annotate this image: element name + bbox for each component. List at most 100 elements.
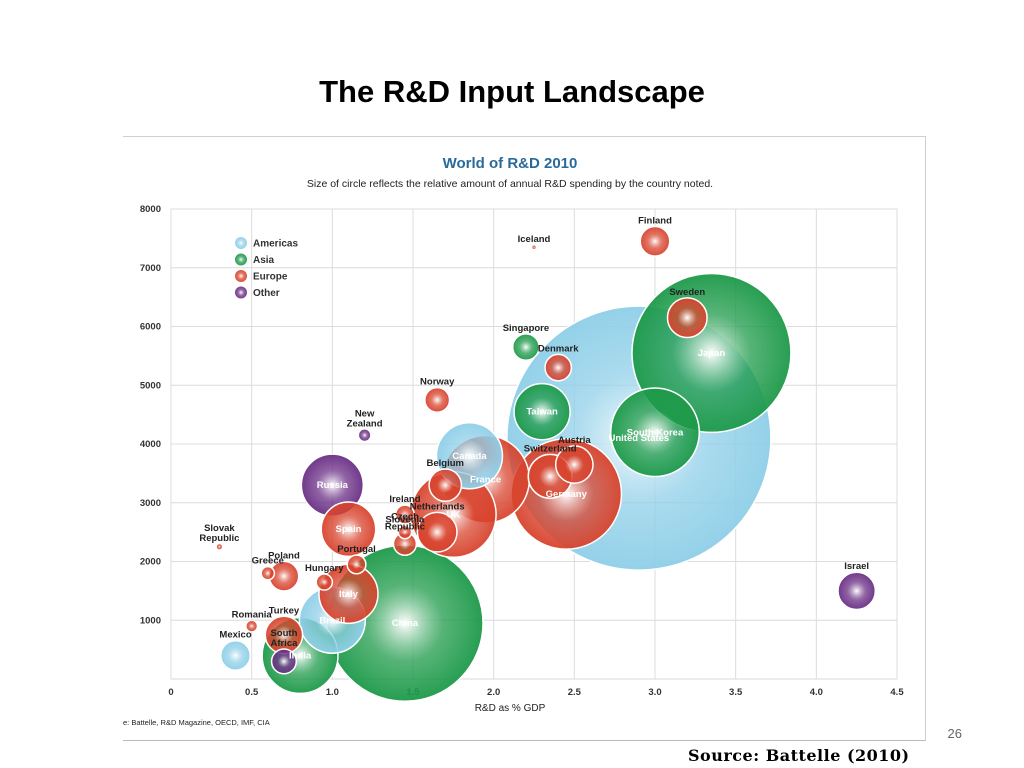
legend-marker-asia (234, 252, 248, 267)
bubble-ireland (394, 504, 416, 525)
chart-panel: World of R&D 2010 Size of circle reflect… (123, 136, 926, 741)
bubble-south-africa (270, 648, 298, 675)
bubble-belgium (428, 468, 463, 503)
label-taiwan: Taiwan (526, 407, 558, 418)
x-tick-label: 0 (168, 687, 173, 698)
bubble-new-zealand (358, 428, 371, 442)
bubble-iceland (531, 244, 537, 250)
label-denmark: Denmark (538, 343, 579, 354)
label-south-africa: South (270, 628, 297, 639)
label-finland: Finland (638, 216, 672, 227)
label-france: France (470, 474, 501, 485)
label-belgium: Belgium (427, 458, 464, 469)
x-tick-label: 1.0 (326, 687, 339, 698)
label-russia: Russia (317, 480, 349, 491)
y-tick-label: 3000 (140, 498, 161, 509)
y-tick-label: 6000 (140, 322, 161, 333)
label-italy: Italy (339, 589, 359, 600)
label-czech-republic: Republic (385, 521, 425, 532)
bubble-spain (320, 501, 377, 558)
legend-label-europe: Europe (253, 272, 288, 283)
x-tick-label: 4.0 (810, 687, 823, 698)
y-tick-label: 7000 (140, 263, 161, 274)
label-norway: Norway (420, 377, 455, 388)
bubble-singapore (511, 333, 540, 362)
legend-marker-europe (234, 269, 248, 283)
y-tick-label: 4000 (140, 439, 161, 450)
y-tick-label: 2000 (140, 557, 161, 568)
label-singapore: Singapore (503, 323, 549, 334)
bubble-south-korea (609, 387, 701, 478)
label-slovak-republic: Slovak (204, 523, 235, 534)
bubble-israel (837, 571, 877, 611)
label-czech-republic: Czech (391, 511, 419, 522)
legend-label-asia: Asia (253, 255, 275, 266)
label-israel: Israel (844, 561, 869, 572)
label-uk: UK (446, 510, 460, 521)
label-romania: Romania (232, 610, 273, 621)
axes: 00.51.01.52.02.53.03.54.04.5100020003000… (140, 204, 904, 698)
label-ireland: Ireland (389, 494, 420, 505)
label-hungary: Hungary (305, 563, 344, 574)
label-iceland: Iceland (518, 234, 551, 245)
label-united-states: United States (609, 433, 670, 444)
data-labels: United States China Japan Germany France UK So… (199, 216, 869, 662)
label-new-zealand: New (355, 408, 375, 419)
y-tick-label: 1000 (140, 615, 161, 626)
bubble-denmark (544, 353, 573, 382)
bubble-greece (260, 565, 276, 581)
label-new-zealand: Zealand (347, 418, 383, 429)
legend-label-other: Other (253, 288, 280, 299)
label-portugal: Portugal (337, 544, 376, 555)
label-mexico: Mexico (219, 630, 251, 641)
slide-title: The R&D Input Landscape (319, 74, 705, 109)
legend: Americas Asia Europe Other (234, 236, 298, 300)
legend-marker-americas (234, 236, 248, 250)
bubble-slovak-republic (216, 543, 223, 551)
bubble-norway (424, 386, 451, 414)
label-spain: Spain (336, 524, 362, 535)
label-slovenia: Slovenia (385, 515, 425, 526)
y-tick-label: 5000 (140, 380, 161, 391)
y-tick-label: 8000 (140, 204, 161, 215)
chart-title: World of R&D 2010 (443, 155, 578, 172)
page-number: 26 (947, 726, 962, 741)
label-austria: Austria (558, 435, 591, 446)
x-tick-label: 0.5 (245, 687, 259, 698)
x-tick-label: 2.5 (568, 687, 582, 698)
bubble-mexico (220, 639, 252, 672)
label-switzerland: Switzerland (524, 443, 577, 454)
chart-subtitle: Size of circle reflects the relative amo… (307, 178, 713, 190)
bubble-portugal (346, 554, 367, 575)
legend-marker-other (234, 285, 248, 300)
x-tick-label: 4.5 (890, 687, 904, 698)
label-china: China (392, 618, 419, 629)
label-greece: Greece (252, 556, 284, 567)
x-tick-label: 3.5 (729, 687, 743, 698)
x-tick-label: 2.0 (487, 687, 500, 698)
bubble-austria (554, 445, 594, 484)
bubble-taiwan (513, 382, 571, 441)
footnote: e: Battelle, R&D Magazine, OECD, IMF, CI… (123, 718, 270, 727)
bubble-sweden (666, 297, 708, 339)
legend-label-americas: Americas (253, 239, 298, 250)
bubble-netherlands (416, 511, 458, 553)
bubble-hungary (315, 573, 334, 591)
label-brazil: Brazil (319, 615, 345, 626)
source-note: Source: Battelle (2010) (688, 746, 910, 765)
label-south-africa: Africa (270, 638, 298, 649)
label-turkey: Turkey (269, 605, 300, 616)
x-tick-label: 3.0 (648, 687, 661, 698)
label-slovak-republic: Republic (199, 533, 239, 544)
label-india: India (289, 651, 312, 662)
bubble-chart: World of R&D 2010 Size of circle reflect… (123, 155, 904, 727)
label-canada: Canada (452, 451, 487, 462)
bubble-slovenia (397, 524, 413, 540)
x-axis-label: R&D as % GDP (475, 703, 546, 714)
bubble-finland (639, 225, 671, 257)
label-netherlands: Netherlands (410, 501, 465, 512)
label-germany: Germany (546, 489, 588, 500)
bubble-romania (245, 620, 258, 633)
divider (123, 740, 925, 741)
bubbles (216, 225, 877, 703)
